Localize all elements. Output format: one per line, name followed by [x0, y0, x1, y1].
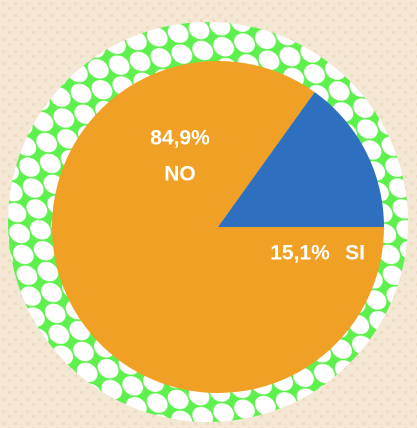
slice-category-label: NO: [164, 163, 196, 186]
pie-slice: [51, 60, 384, 393]
slice-category-label: SI: [345, 242, 365, 265]
slice-value-label: 15,1%: [270, 242, 330, 265]
slice-value-label: 84,9%: [150, 127, 210, 150]
pie: [51, 60, 384, 393]
pie-slice: [218, 92, 384, 227]
